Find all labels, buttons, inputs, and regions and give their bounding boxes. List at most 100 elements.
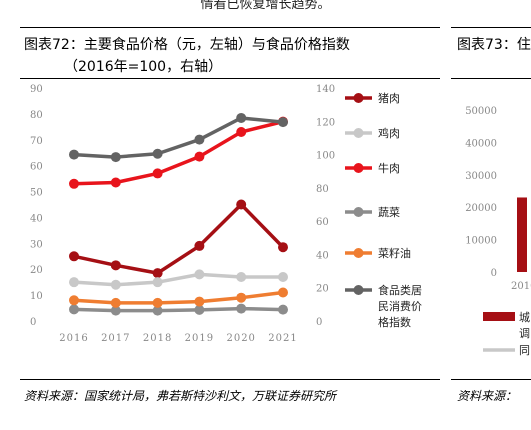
- series-1-point-3: [194, 269, 205, 280]
- right-legend-label-1: 调: [519, 327, 530, 340]
- series-2-point-4: [236, 127, 247, 138]
- series-1-point-5: [278, 271, 288, 282]
- series-1-point-1: [110, 279, 121, 290]
- legend-label-4: 菜籽油: [378, 246, 411, 260]
- series-4-point-0: [69, 295, 79, 306]
- legend-marker-4: [353, 248, 364, 258]
- left-title-top-rule: [20, 27, 440, 28]
- series-0-point-4: [236, 199, 247, 210]
- right-y-tick-1: 20: [316, 284, 329, 295]
- legend-label-3: 蔬菜: [378, 206, 400, 219]
- series-1-point-0: [69, 277, 79, 288]
- right-source-text: 资料来源：: [457, 389, 518, 403]
- x-tick-2: 2018: [143, 333, 172, 344]
- left-y-tick-1: 10: [30, 291, 43, 302]
- series-0-point-2: [152, 268, 163, 279]
- series-4-point-2: [152, 297, 163, 308]
- legend-marker-0: [353, 93, 364, 103]
- series-2-point-1: [110, 177, 121, 188]
- right-chart-y-tick-3: 30000: [465, 171, 497, 182]
- left-title-bottom-rule: [20, 78, 440, 79]
- right-chart-y-tick-0: 0: [491, 268, 497, 279]
- series-0-point-1: [110, 260, 121, 271]
- header-snippet: 情看已恢复增长趋势。: [200, 0, 331, 12]
- series-5-point-1: [110, 152, 121, 163]
- right-chart-y-tick-2: 20000: [465, 203, 497, 214]
- legend-marker-5: [353, 285, 364, 295]
- left-line-chart: 0 10 20 30 40 50 60 70 80 90 0 20 40 60 80 100 120 140 201…: [30, 84, 422, 344]
- left-source-rule: [20, 379, 440, 380]
- left-y-tick-2: 20: [30, 265, 43, 276]
- series-line-0: [73, 202, 285, 275]
- legend-label-0: 猪肉: [378, 92, 400, 105]
- series-2-point-0: [69, 178, 79, 189]
- series-line-1: [73, 272, 283, 287]
- right-bar-chart: 0 10000 20000 30000 40000 50000 2016 城调同: [465, 106, 531, 357]
- series-0-point-5: [278, 242, 288, 253]
- left-chart-title-line1: 图表72：主要食品价格（元，左轴）与食品价格指数: [24, 37, 350, 53]
- series-4-point-3: [194, 296, 205, 307]
- legend-label-2: 牛肉: [378, 161, 400, 175]
- right-chart-bar-0: [517, 197, 527, 272]
- series-5-point-0: [69, 149, 79, 160]
- right-title-top-rule: [451, 27, 531, 28]
- x-tick-5: 2021: [268, 333, 297, 344]
- right-chart-y-tick-1: 10000: [465, 236, 497, 247]
- right-legend-label-0: 城: [519, 311, 530, 324]
- series-line-4: [73, 290, 284, 305]
- right-y-tick-0: 0: [316, 317, 322, 328]
- series-4-point-4: [236, 292, 247, 303]
- right-legend-swatch-0: [483, 312, 515, 321]
- right-chart-title: 图表73：住: [457, 37, 531, 53]
- x-tick-0: 2016: [59, 333, 88, 344]
- right-source-rule: [451, 379, 531, 380]
- legend-label-5-line-2: 格指数: [378, 315, 411, 329]
- right-y-tick-3: 60: [316, 217, 329, 228]
- series-line-5: [73, 116, 284, 159]
- series-0-point-3: [194, 240, 205, 251]
- series-line-2: [73, 119, 284, 186]
- right-chart-y-tick-5: 50000: [465, 106, 497, 117]
- right-chart-y-tick-4: 40000: [465, 138, 497, 149]
- right-title-bottom-rule: [451, 78, 531, 79]
- x-tick-3: 2019: [185, 333, 214, 344]
- legend-label-5-line-1: 民消费价: [378, 299, 422, 313]
- series-4-point-5: [278, 287, 288, 298]
- right-y-tick-6: 120: [316, 117, 335, 128]
- x-tick-4: 2020: [226, 333, 255, 344]
- left-y-tick-9: 90: [30, 84, 43, 95]
- series-5-point-2: [152, 148, 163, 159]
- right-y-tick-7: 140: [316, 84, 335, 95]
- series-4-point-1: [110, 297, 121, 308]
- series-3-point-0: [69, 304, 79, 315]
- series-2-point-3: [194, 151, 205, 162]
- series-5-point-4: [236, 112, 247, 123]
- series-0-point-0: [69, 251, 79, 262]
- series-3-point-5: [278, 304, 288, 315]
- left-y-tick-3: 30: [30, 239, 43, 250]
- left-chart-title-line2: （2016年=100，右轴）: [64, 59, 223, 75]
- right-chart-x-tick-0: 2016: [511, 281, 531, 292]
- legend-marker-1: [353, 128, 364, 138]
- series-5-point-5: [278, 117, 288, 128]
- series-1-point-4: [236, 271, 247, 282]
- series-5-point-3: [194, 134, 205, 145]
- series-3-point-3: [194, 304, 205, 315]
- left-y-tick-6: 60: [30, 162, 43, 173]
- left-y-tick-8: 80: [30, 110, 43, 121]
- right-y-tick-2: 40: [316, 250, 329, 261]
- series-2-point-2: [152, 168, 163, 179]
- left-y-tick-7: 70: [30, 136, 43, 147]
- left-y-tick-5: 50: [30, 188, 43, 199]
- legend-label-5-line-0: 食品类居: [378, 283, 422, 297]
- right-y-tick-4: 80: [316, 184, 329, 195]
- series-1-point-2: [152, 277, 163, 288]
- legend-marker-3: [353, 207, 364, 217]
- left-y-tick-0: 0: [30, 317, 36, 328]
- left-source-text: 资料来源：国家统计局，弗若斯特沙利文，万联证券研究所: [24, 389, 337, 403]
- series-3-point-1: [110, 305, 121, 316]
- x-tick-1: 2017: [101, 333, 130, 344]
- series-3-point-4: [236, 303, 247, 314]
- left-y-tick-4: 40: [30, 213, 43, 224]
- series-3-point-2: [152, 305, 163, 316]
